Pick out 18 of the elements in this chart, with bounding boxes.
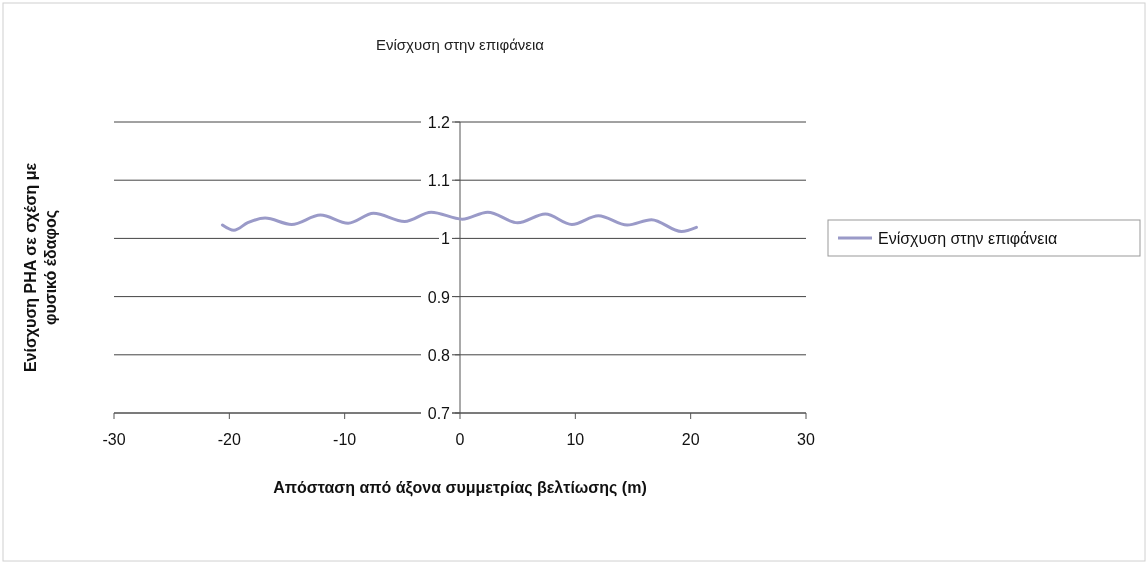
x-tick-label: 20 [681,431,700,448]
x-tick-label: 10 [566,431,585,448]
y-tick-label: 1.1 [427,172,451,190]
y-tick-label: 1 [441,230,451,248]
line-series [220,210,698,233]
x-axis-title: Απόσταση από άξονα συμμετρίας βελτίωσης (m) [273,479,647,497]
x-tick-label: -10 [333,431,357,448]
chart-title: Ενίσχυση στην επιφάνεια [375,36,545,53]
x-tick-label: 0 [455,431,465,448]
x-tick-label: -30 [102,431,126,448]
y-tick-label: 1.2 [427,114,451,131]
x-tick-label: -20 [217,431,241,448]
y-tick-label: 0.7 [427,405,451,422]
x-tick-label: 30 [797,431,815,448]
y-tick-label: 0.9 [427,288,451,306]
y-tick-label: 0.8 [427,346,451,364]
y-axis-title: Ενίσχυση PHA σε σχέση με φυσικό έδαφος [22,162,60,373]
legend-label: Ενίσχυση στην επιφάνεια [878,230,1058,247]
